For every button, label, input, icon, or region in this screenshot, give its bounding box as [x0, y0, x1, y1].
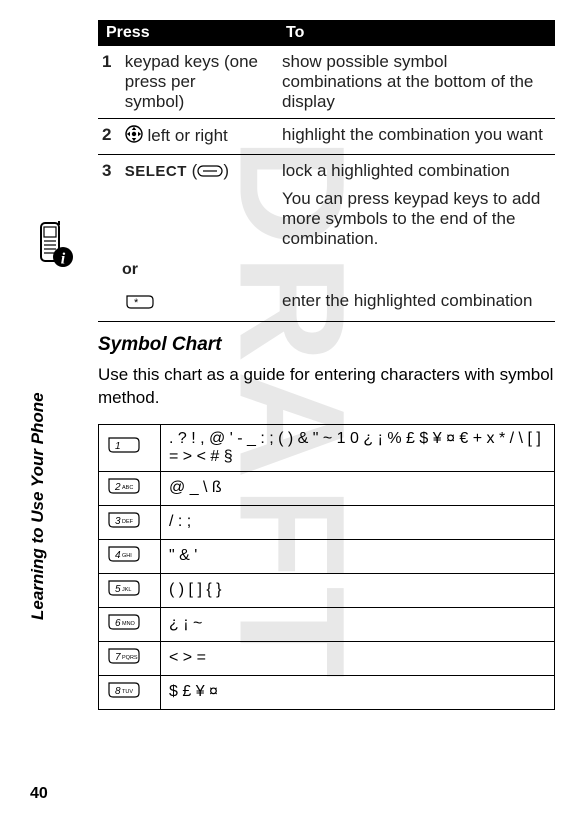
keycap-icon: 2ABC [107, 477, 141, 500]
symbols-cell: / : ; [161, 505, 555, 539]
symbols-cell: ¿ ¡ ~ [161, 607, 555, 641]
press-cell: keypad keys (one press per symbol) [125, 52, 260, 112]
symbol-row: 5JKL ( ) [ ] { } [99, 573, 555, 607]
symbol-chart-table: 1 . ? ! , @ ' - _ : ; ( ) & " ~ 1 0 ¿ ¡ %… [98, 424, 555, 710]
to-cell: show possible symbol combinations at the… [278, 46, 555, 119]
svg-text:GHI: GHI [122, 553, 132, 559]
svg-text:ABC: ABC [122, 485, 133, 491]
header-to: To [278, 20, 555, 46]
section-intro: Use this chart as a guide for entering c… [98, 364, 555, 410]
select-label: SELECT [125, 163, 187, 180]
symbol-row: 7PQRS < > = [99, 641, 555, 675]
page-number: 40 [30, 785, 48, 803]
symbols-cell: @ _ \ ß [161, 471, 555, 505]
keycap-icon: 6MNO [107, 613, 141, 636]
svg-text:PQRS: PQRS [122, 655, 138, 661]
to-cell: highlight the combination you want [278, 119, 555, 155]
phone-info-icon: i [30, 220, 80, 270]
svg-text:MNO: MNO [122, 621, 136, 627]
to-cell: lock a highlighted combination You can p… [278, 155, 555, 256]
symbol-row: 2ABC @ _ \ ß [99, 471, 555, 505]
to-extra: You can press keypad keys to add more sy… [282, 189, 551, 249]
to-cell: enter the highlighted combination [278, 285, 555, 322]
svg-text:1: 1 [115, 441, 121, 452]
to-text: lock a highlighted combination [282, 161, 551, 181]
nav-key-icon [125, 125, 143, 148]
section-heading: Symbol Chart [98, 334, 555, 356]
key-cell: 2ABC [99, 471, 161, 505]
svg-text:5: 5 [115, 584, 121, 595]
or-label: or [102, 261, 274, 279]
svg-text:7: 7 [115, 652, 121, 663]
key-cell: 6MNO [99, 607, 161, 641]
keycap-icon: 7PQRS [107, 647, 141, 670]
keycap-icon: 8TUV [107, 681, 141, 704]
key-cell: 8TUV [99, 675, 161, 709]
keycap-icon: 1 [107, 436, 141, 459]
press-cell: left or right [125, 125, 260, 148]
symbols-cell: . ? ! , @ ' - _ : ; ( ) & " ~ 1 0 ¿ ¡ % … [161, 424, 555, 471]
table-header: Press To [98, 20, 555, 46]
svg-text:2: 2 [114, 482, 121, 493]
svg-text:JKL: JKL [122, 587, 131, 593]
symbols-cell: < > = [161, 641, 555, 675]
symbol-row: 8TUV $ £ ¥ ¤ [99, 675, 555, 709]
svg-text:3: 3 [115, 516, 121, 527]
svg-text:6: 6 [115, 618, 121, 629]
press-to-table: Press To 1 keypad keys (one press per sy… [98, 20, 555, 322]
symbols-cell: ( ) [ ] { } [161, 573, 555, 607]
symbol-row: 6MNO ¿ ¡ ~ [99, 607, 555, 641]
page: i Learning to Use Your Phone 40 Press To… [0, 0, 583, 823]
table-row: 3 SELECT ( ) lock a highli [98, 155, 555, 256]
key-cell: 3DEF [99, 505, 161, 539]
table-row: 2 left or [98, 119, 555, 155]
table-row: 1 keypad keys (one press per symbol) sho… [98, 46, 555, 119]
svg-text:8: 8 [115, 686, 121, 697]
svg-text:i: i [61, 251, 66, 268]
table-row: or [98, 255, 555, 285]
key-cell: 5JKL [99, 573, 161, 607]
step-number: 1 [102, 52, 120, 72]
press-text: left or right [143, 126, 228, 145]
keycap-icon: 3DEF [107, 511, 141, 534]
svg-text:*: * [134, 297, 139, 309]
svg-text:DEF: DEF [122, 519, 134, 525]
table-row: * enter the highlighted combination [98, 285, 555, 322]
press-cell: * [125, 291, 260, 315]
svg-text:4: 4 [115, 550, 121, 561]
symbols-cell: $ £ ¥ ¤ [161, 675, 555, 709]
star-key-icon: * [125, 294, 155, 315]
key-cell: 7PQRS [99, 641, 161, 675]
section-label: Learning to Use Your Phone [28, 392, 48, 620]
header-press: Press [98, 20, 278, 46]
step-number: 2 [102, 125, 120, 145]
press-cell: SELECT ( ) [125, 161, 260, 182]
sidebar: i [30, 220, 80, 270]
symbol-row: 4GHI " & ' [99, 539, 555, 573]
symbols-cell: " & ' [161, 539, 555, 573]
key-cell: 1 [99, 424, 161, 471]
step-number: 3 [102, 161, 120, 181]
main-content: Press To 1 keypad keys (one press per sy… [98, 20, 555, 710]
keycap-icon: 5JKL [107, 579, 141, 602]
softkey-icon [197, 162, 223, 182]
keycap-icon: 4GHI [107, 545, 141, 568]
symbol-row: 1 . ? ! , @ ' - _ : ; ( ) & " ~ 1 0 ¿ ¡ %… [99, 424, 555, 471]
symbol-row: 3DEF / : ; [99, 505, 555, 539]
svg-text:TUV: TUV [122, 689, 133, 695]
key-cell: 4GHI [99, 539, 161, 573]
